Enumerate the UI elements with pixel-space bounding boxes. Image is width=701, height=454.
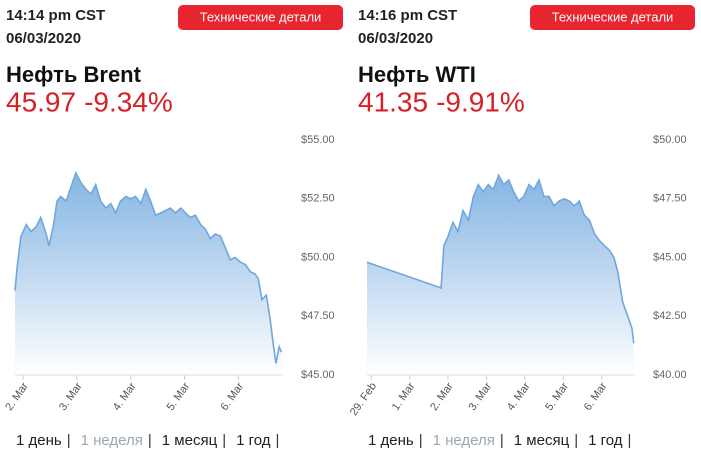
y-tick-label: $47.50 xyxy=(653,193,687,205)
details-button[interactable]: Технические детали xyxy=(178,5,343,30)
price-line xyxy=(14,170,283,364)
button-bg xyxy=(530,5,695,30)
separator: | xyxy=(67,432,71,449)
area xyxy=(367,175,634,375)
y-tick-label: $50.00 xyxy=(301,251,335,263)
separator: | xyxy=(222,432,226,449)
y-tick-label: $50.00 xyxy=(653,134,687,146)
price: 45.97 xyxy=(6,86,76,117)
separator: | xyxy=(419,432,423,449)
period-link[interactable]: 1 год xyxy=(236,432,271,449)
period-link[interactable]: 1 день xyxy=(16,432,62,449)
x-tick-label: 29. Feb xyxy=(348,381,379,418)
button-label: Технические детали xyxy=(200,9,322,24)
time: 14:14 pm CST xyxy=(6,7,105,24)
y-tick-label: $45.00 xyxy=(301,369,335,381)
button-label: Технические детали xyxy=(552,9,674,24)
x-tick-label: 2. Mar xyxy=(3,380,31,413)
x-tick-label: 1. Mar xyxy=(390,380,418,413)
details-button[interactable]: Технические детали xyxy=(530,5,695,30)
change: -9.34% xyxy=(84,86,173,117)
period-link[interactable]: 1 год xyxy=(588,432,623,449)
y-tick-label: $55.00 xyxy=(301,134,335,146)
x-tick-label: 3. Mar xyxy=(57,380,85,413)
separator: | xyxy=(148,432,152,449)
period-link[interactable]: 1 день xyxy=(368,432,414,449)
y-tick-label: $40.00 xyxy=(653,369,687,381)
instrument-name: Нефть WTI xyxy=(358,62,476,87)
date: 06/03/2020 xyxy=(358,30,433,47)
separator: | xyxy=(628,432,632,449)
period-link[interactable]: 1 месяц xyxy=(162,432,218,449)
button-bg xyxy=(178,5,343,30)
panel: 14:14 pm CST 06/03/2020 Технические детали… xyxy=(3,5,343,449)
x-tick-label: 6. Mar xyxy=(582,380,610,413)
y-tick-label: $47.50 xyxy=(301,310,335,322)
period-link[interactable]: 1 месяц xyxy=(514,432,570,449)
y-tick-label: $45.00 xyxy=(653,251,687,263)
period-link[interactable]: 1 неделя xyxy=(433,432,495,449)
instrument-name: Нефть Brent xyxy=(6,62,142,87)
change: -9.91% xyxy=(436,86,525,117)
x-tick-label: 5. Mar xyxy=(165,380,193,413)
area xyxy=(15,172,282,375)
y-tick-label: $52.50 xyxy=(301,193,335,205)
x-tick-label: 6. Mar xyxy=(218,380,246,413)
price: 41.35 xyxy=(358,86,428,117)
time: 14:16 pm CST xyxy=(358,7,457,24)
separator: | xyxy=(276,432,280,449)
x-tick-label: 2. Mar xyxy=(428,380,456,413)
separator: | xyxy=(574,432,578,449)
x-tick-label: 3. Mar xyxy=(467,380,495,413)
date: 06/03/2020 xyxy=(6,30,81,47)
price-line xyxy=(366,173,635,344)
separator: | xyxy=(500,432,504,449)
panel: 14:16 pm CST 06/03/2020 Технические детали… xyxy=(348,5,695,449)
y-tick-label: $42.50 xyxy=(653,310,687,322)
x-tick-label: 4. Mar xyxy=(111,380,139,413)
period-link[interactable]: 1 неделя xyxy=(81,432,143,449)
x-tick-label: 4. Mar xyxy=(505,380,533,413)
x-tick-label: 5. Mar xyxy=(543,380,571,413)
